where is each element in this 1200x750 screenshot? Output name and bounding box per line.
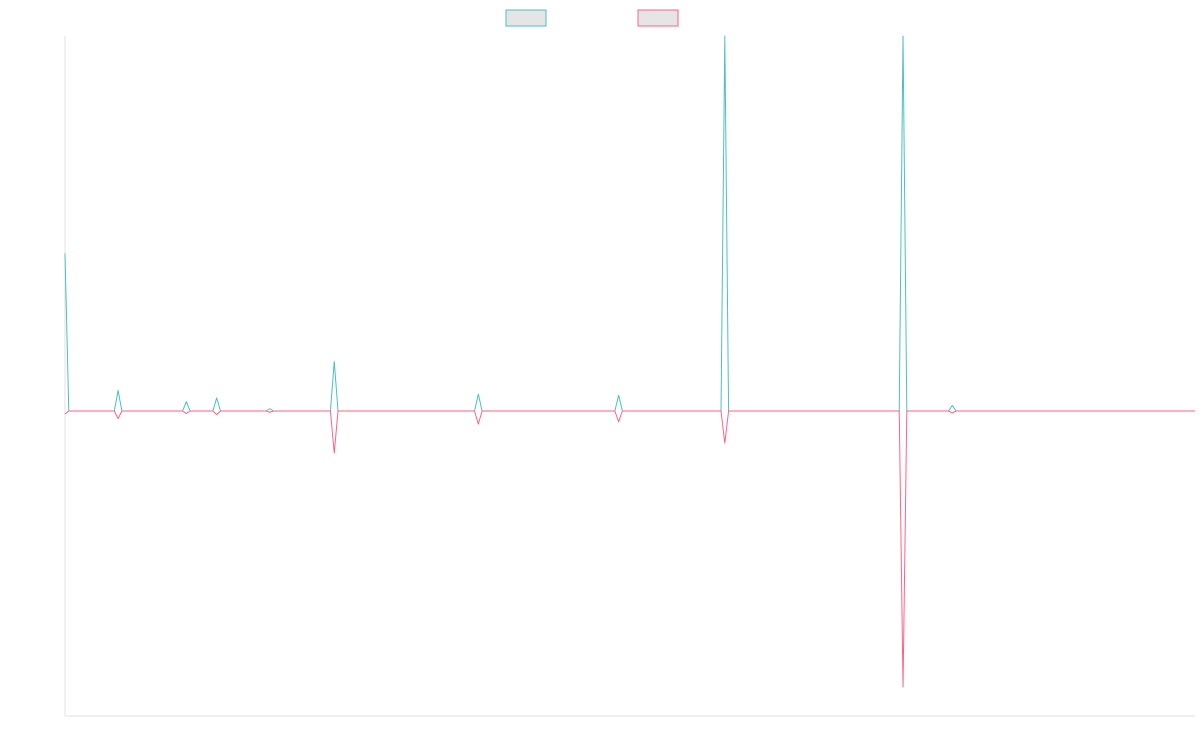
axes bbox=[64, 36, 1195, 717]
legend-swatch-2[interactable] bbox=[637, 9, 679, 27]
legend-swatch-1[interactable] bbox=[505, 9, 547, 27]
legend bbox=[505, 9, 679, 27]
series-line-2 bbox=[64, 410, 1195, 688]
series-layer bbox=[64, 35, 1195, 688]
series-line-1 bbox=[64, 35, 1195, 412]
